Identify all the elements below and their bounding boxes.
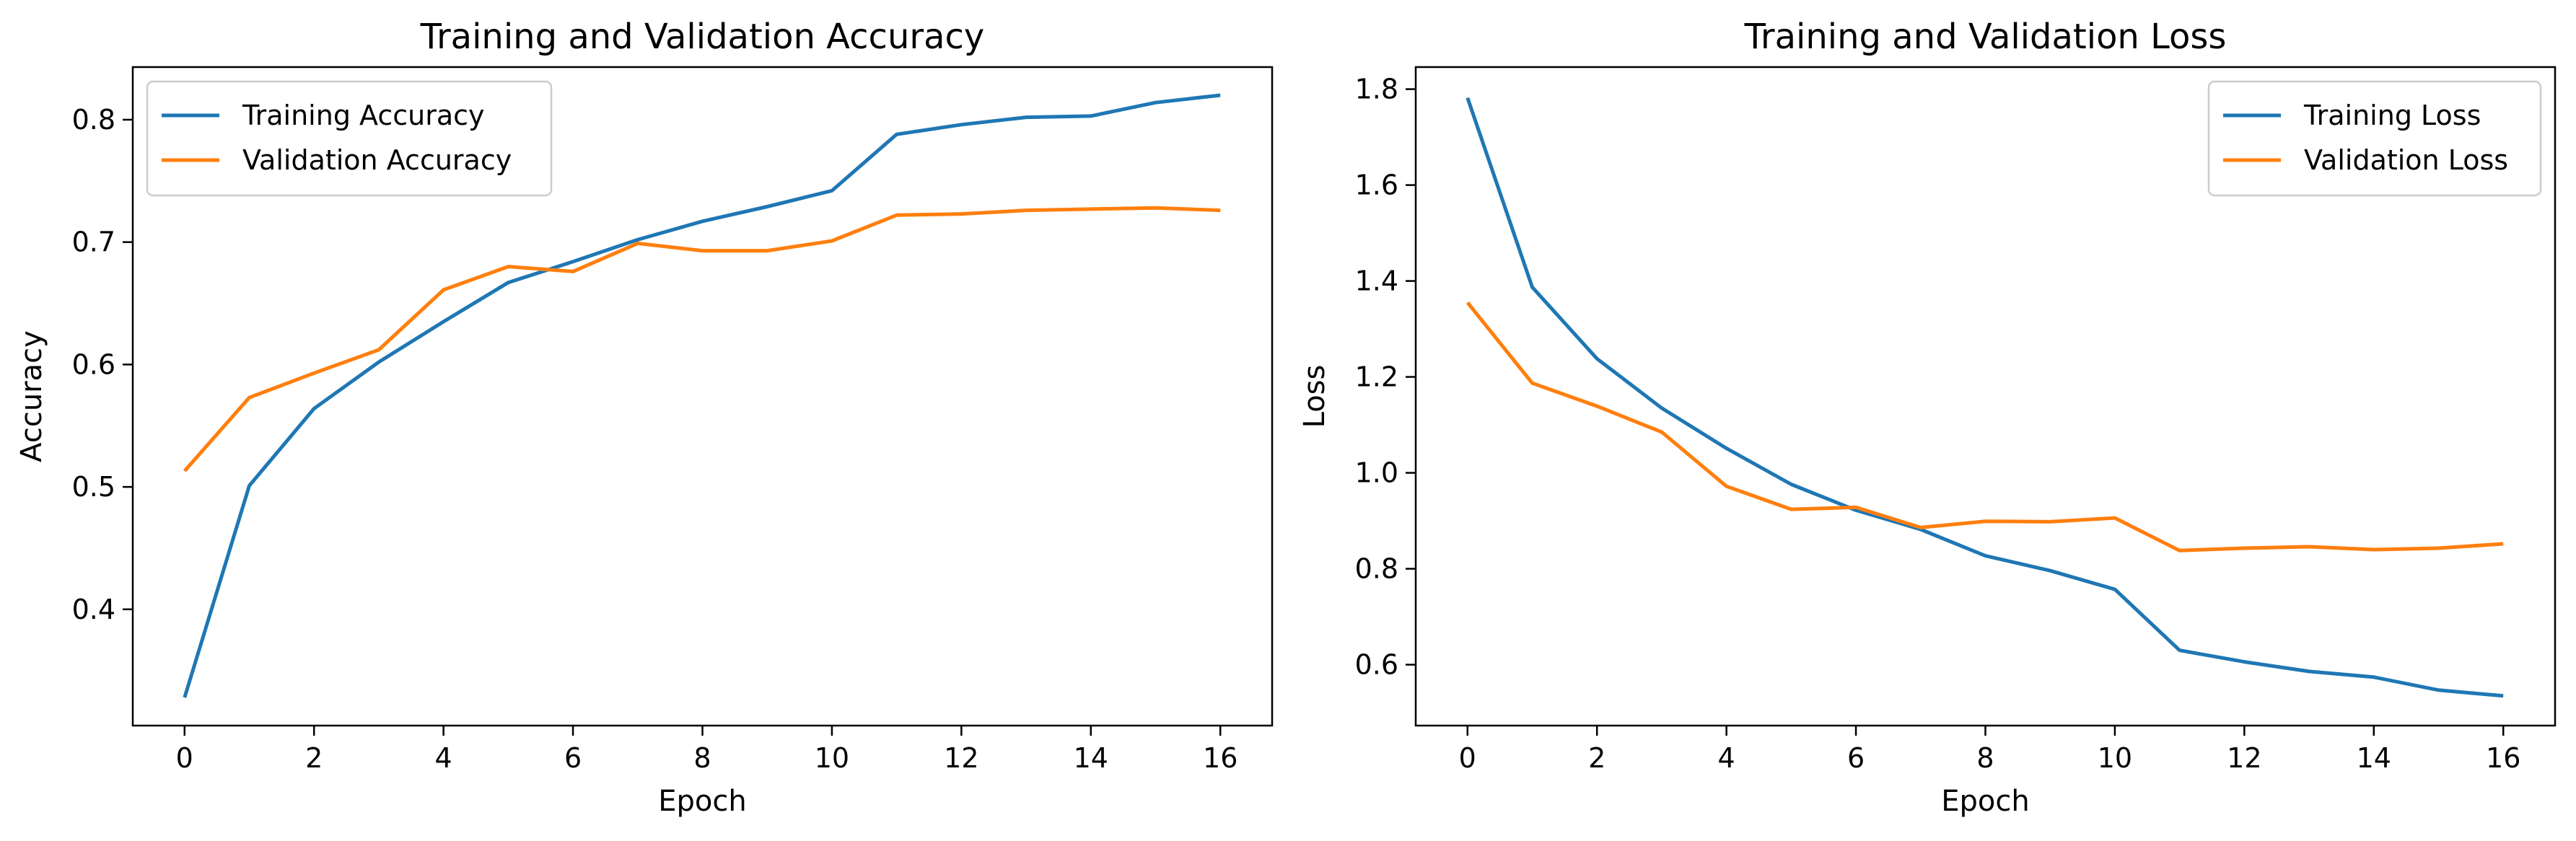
series-line-training-loss — [1466, 97, 2504, 698]
x-tick-label: 14 — [1074, 742, 1108, 774]
x-tick-label: 16 — [1203, 742, 1237, 774]
y-tick-label: 0.5 — [72, 471, 115, 503]
x-tick-label: 0 — [176, 742, 193, 774]
x-tick-label: 6 — [564, 742, 582, 774]
x-tick-label: 2 — [1588, 742, 1605, 774]
legend-label: Training Accuracy — [242, 100, 485, 131]
y-tick-label: 0.6 — [1355, 649, 1398, 681]
y-tick-label: 1.0 — [1355, 457, 1398, 489]
x-tick-label: 8 — [1976, 742, 1994, 774]
chart-title: Training and Validation Accuracy — [420, 17, 985, 57]
y-tick-label: 1.4 — [1355, 265, 1398, 297]
chart-title: Training and Validation Loss — [1744, 17, 2227, 57]
x-tick-label: 10 — [2098, 742, 2132, 774]
y-tick-label: 0.6 — [72, 348, 115, 380]
legend: Training Accuracy Validation Accuracy — [146, 80, 553, 197]
legend-box — [146, 80, 553, 197]
legend-label: Validation Loss — [2304, 144, 2508, 176]
y-tick-label: 1.8 — [1355, 74, 1398, 105]
series-line-validation-accuracy — [183, 206, 1221, 472]
x-tick-label: 12 — [2227, 742, 2261, 774]
x-tick-label: 14 — [2357, 742, 2391, 774]
legend-label: Validation Accuracy — [242, 144, 512, 176]
x-axis-label: Epoch — [658, 785, 746, 818]
x-tick-label: 16 — [2486, 742, 2520, 774]
x-tick-label: 8 — [693, 742, 711, 774]
x-tick-label: 0 — [1459, 742, 1476, 774]
y-axis-label: Loss — [1298, 365, 1331, 428]
y-tick-label: 0.8 — [72, 104, 115, 136]
legend-label: Training Loss — [2303, 100, 2481, 131]
loss-chart-panel: Training and Validation Loss 0 2 4 6 8 10 12 14 1… — [1298, 17, 2557, 818]
x-tick-label: 12 — [944, 742, 978, 774]
y-tick-label: 1.2 — [1355, 361, 1398, 393]
legend-box — [2207, 80, 2542, 197]
y-tick-label: 0.7 — [72, 226, 115, 258]
x-tick-label: 4 — [435, 742, 452, 774]
x-tick-label: 4 — [1718, 742, 1735, 774]
series-line-training-accuracy — [183, 93, 1221, 698]
y-tick-label: 0.4 — [72, 594, 115, 625]
accuracy-chart-panel: Training and Validation Accuracy 0 2 4 6 8 10 1… — [15, 17, 1274, 818]
series-line-validation-loss — [1466, 301, 2504, 552]
x-tick-label: 6 — [1847, 742, 1865, 774]
y-tick-label: 1.6 — [1355, 169, 1398, 201]
x-tick-label: 10 — [815, 742, 849, 774]
x-tick-label: 2 — [305, 742, 323, 774]
y-axis-label: Accuracy — [15, 330, 48, 462]
y-tick-label: 0.8 — [1355, 553, 1398, 585]
x-axis-label: Epoch — [1941, 785, 2029, 818]
legend: Training Loss Validation Loss — [2207, 80, 2542, 197]
